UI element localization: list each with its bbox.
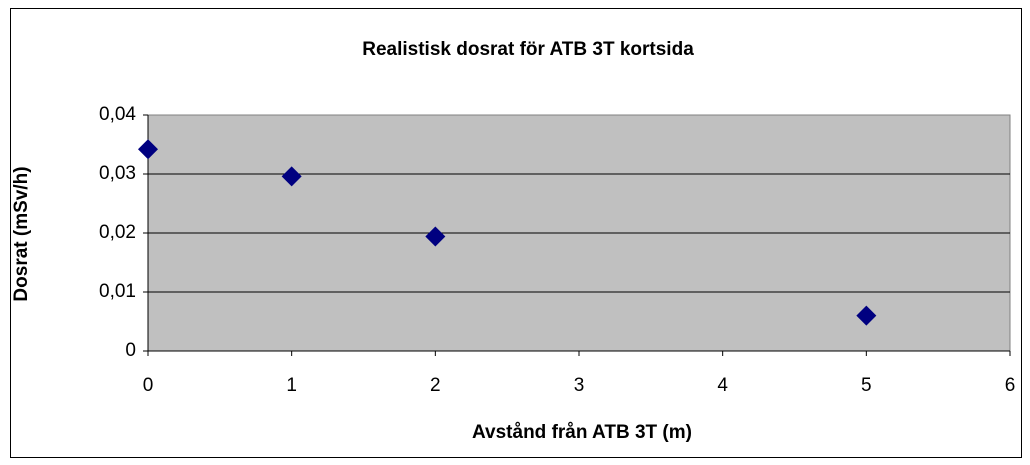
x-tick-label: 2 (430, 375, 441, 396)
x-axis-label: Avstånd från ATB 3T (m) (472, 422, 692, 443)
x-tick-label: 1 (286, 375, 297, 396)
y-axis-label: Dosrat (mSv/h) (11, 166, 32, 301)
y-tick-label: 0,02 (99, 222, 136, 243)
y-tick-label: 0 (125, 340, 136, 361)
x-tick-label: 5 (861, 375, 872, 396)
y-tick-label: 0,03 (99, 163, 136, 184)
marker (856, 305, 877, 326)
marker (281, 166, 302, 187)
y-tick-label: 0,04 (99, 104, 136, 125)
x-tick-label: 4 (717, 375, 728, 396)
marker (425, 226, 446, 247)
x-tick-label: 3 (574, 375, 585, 396)
x-tick-label: 6 (1005, 375, 1016, 396)
marker (138, 139, 158, 160)
x-tick-label: 0 (143, 375, 154, 396)
chart-title: Realistisk dosrat för ATB 3T kortsida (362, 39, 694, 60)
y-tick-label: 0,01 (99, 281, 136, 302)
